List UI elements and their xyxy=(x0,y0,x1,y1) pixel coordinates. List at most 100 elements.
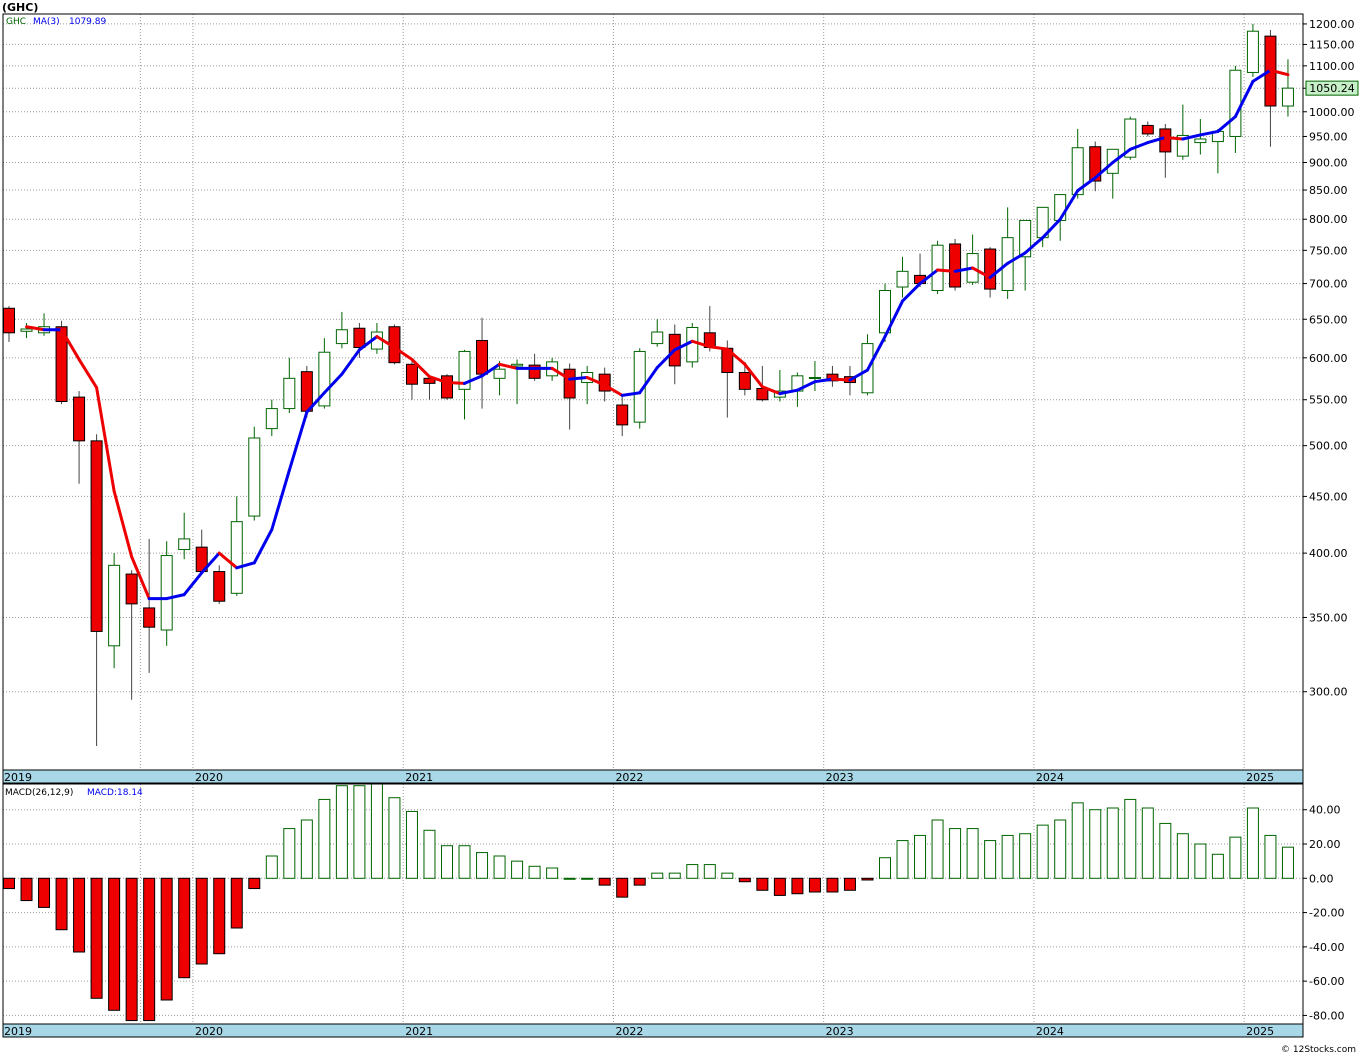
macd-bar xyxy=(1106,807,1119,879)
price-tick-label: 400.00 xyxy=(1309,547,1348,560)
candle-body xyxy=(108,564,121,647)
price-tick-label: 450.00 xyxy=(1309,490,1348,503)
ma-segment xyxy=(200,551,221,575)
macd-bar xyxy=(108,877,121,1011)
candle-body xyxy=(879,289,891,334)
price-time-axis-bar xyxy=(2,769,1304,784)
macd-bar xyxy=(1019,833,1032,879)
macd-bar xyxy=(55,877,68,931)
macd-bar xyxy=(423,829,436,879)
macd-bar xyxy=(1194,843,1207,879)
ma-segment xyxy=(1111,147,1132,165)
macd-tick-label: -40.00 xyxy=(1309,941,1344,954)
macd-bar xyxy=(563,877,576,880)
macd-bar xyxy=(1124,798,1137,879)
ma-segment xyxy=(988,261,1010,279)
macd-tick-label: -20.00 xyxy=(1309,907,1344,920)
macd-bar xyxy=(738,877,751,883)
ma-segment xyxy=(427,375,449,385)
ma-segment xyxy=(305,391,326,414)
ma-segment xyxy=(690,339,712,349)
price-year-label: 2023 xyxy=(826,771,854,784)
macd-bar xyxy=(651,872,664,879)
macd-bar xyxy=(756,877,769,891)
macd-bar xyxy=(686,864,699,879)
macd-bar xyxy=(1054,819,1067,879)
candle-body xyxy=(1089,146,1102,182)
macd-tick-label: -60.00 xyxy=(1309,975,1344,988)
candle-body xyxy=(441,375,453,399)
candle-body xyxy=(476,339,489,375)
candle-body xyxy=(55,326,68,402)
macd-bar xyxy=(1229,836,1242,879)
watermark: © 12Stocks.com xyxy=(1281,1045,1356,1055)
candle-body xyxy=(335,329,348,345)
ma-segment xyxy=(743,362,764,389)
candle-body xyxy=(756,387,769,401)
candle-body xyxy=(528,364,541,379)
ma-segment xyxy=(463,374,484,385)
macd-bar xyxy=(511,860,524,879)
ma-segment xyxy=(25,325,46,332)
candle-body xyxy=(1229,69,1242,137)
macd-bar xyxy=(773,877,786,896)
macd-bar xyxy=(441,845,453,879)
ma-segment xyxy=(1233,79,1255,119)
macd-bar xyxy=(668,872,681,879)
macd-bar xyxy=(230,877,243,929)
candle-body xyxy=(651,331,664,345)
macd-bar xyxy=(843,877,856,891)
price-tick-label: 650.00 xyxy=(1309,313,1348,326)
macd-bar xyxy=(283,828,296,879)
ma-segment xyxy=(918,268,940,286)
macd-bar xyxy=(1281,846,1294,879)
macd-time-axis-bar xyxy=(2,1023,1304,1038)
macd-bar xyxy=(125,877,138,1022)
macd-bar xyxy=(1176,833,1189,879)
macd-bar xyxy=(300,819,313,879)
macd-histogram xyxy=(3,783,1294,1022)
price-tick-label: 300.00 xyxy=(1309,686,1348,699)
ma-segment xyxy=(953,266,975,273)
ma-segment xyxy=(340,348,361,376)
macd-value: MACD:18.14 xyxy=(87,788,143,798)
macd-bar xyxy=(1141,807,1154,879)
candle-body xyxy=(20,328,33,332)
candle-body xyxy=(160,555,173,631)
ma-segment xyxy=(760,385,782,396)
ma-segment xyxy=(620,391,642,397)
price-tick-label: 700.00 xyxy=(1309,278,1348,291)
price-tick-label: 600.00 xyxy=(1309,352,1348,365)
candle-body xyxy=(318,351,331,407)
macd-bar xyxy=(38,877,51,908)
macd-label: MACD(26,12,9) xyxy=(5,788,73,798)
candle-body xyxy=(1281,87,1294,107)
ma-segment xyxy=(322,372,344,395)
price-tick-label: 1000.00 xyxy=(1309,106,1355,119)
macd-bar xyxy=(616,877,629,898)
macd-tick-label: 40.00 xyxy=(1309,804,1341,817)
macd-bar xyxy=(861,877,874,881)
ma-segment xyxy=(813,377,834,384)
price-grid xyxy=(3,14,1303,770)
ma-segment xyxy=(795,380,817,392)
ma-segment xyxy=(410,357,431,379)
price-tick-label: 950.00 xyxy=(1309,130,1348,143)
ma-segment xyxy=(1076,176,1097,193)
ma-segment xyxy=(865,335,887,372)
last-price-text: 1050.24 xyxy=(1309,82,1355,95)
macd-year-label: 2022 xyxy=(615,1025,643,1038)
macd-bar xyxy=(1159,822,1172,879)
macd-bar xyxy=(73,877,86,953)
candle-body xyxy=(423,377,436,384)
macd-bar xyxy=(931,819,944,879)
price-year-label: 2019 xyxy=(4,771,32,784)
macd-bar xyxy=(966,828,979,879)
candle-body xyxy=(143,607,156,628)
candle-body xyxy=(230,521,243,594)
macd-bar xyxy=(1071,802,1084,879)
ma-segment xyxy=(1181,133,1202,141)
ma-segment xyxy=(708,345,729,351)
ma-segment xyxy=(1146,135,1167,145)
macd-year-label: 2025 xyxy=(1246,1025,1274,1038)
